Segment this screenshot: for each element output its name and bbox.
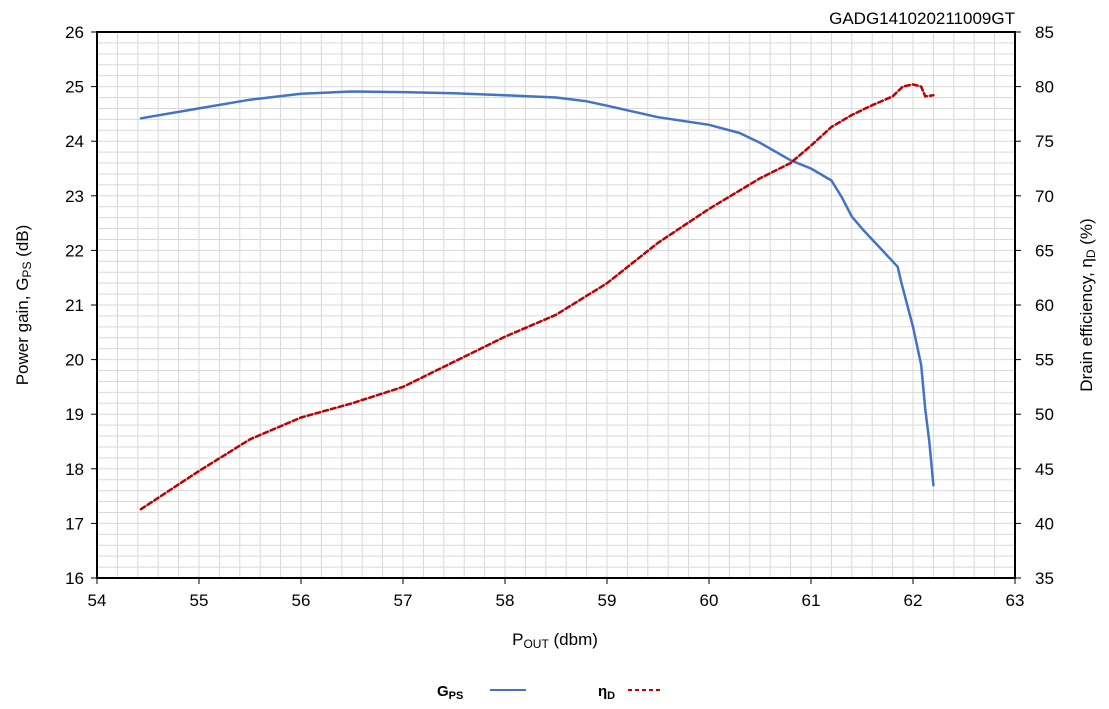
legend-label-gps: GPS (437, 683, 463, 702)
y-left-tick-label: 20 (65, 351, 84, 370)
x-tick-label: 56 (292, 591, 311, 610)
y-right-tick-label: 85 (1035, 23, 1054, 42)
y-axis-right-title: Drain efficiency, ηD (%) (1077, 218, 1098, 391)
x-tick-label: 61 (802, 591, 821, 610)
x-tick-label: 58 (496, 591, 515, 610)
legend-label-eta: ηD (598, 683, 615, 702)
x-tick-label: 57 (394, 591, 413, 610)
axis-ticks: 54 55 56 57 58 59 60 61 62 63 16 17 18 19 20 21 22 23 24 25… (65, 23, 1054, 610)
y-right-tick-label: 45 (1035, 460, 1054, 479)
y-left-tick-label: 22 (65, 241, 84, 260)
series-layer (139, 83, 935, 511)
y-axis-left-title: Power gain, GPS (dB) (13, 225, 34, 386)
legend: GPS ηD (437, 683, 660, 702)
x-tick-label: 59 (598, 591, 617, 610)
y-left-tick-label: 25 (65, 78, 84, 97)
x-tick-label: 55 (190, 591, 209, 610)
y-right-tick-label: 40 (1035, 514, 1054, 533)
y-left-tick-label: 17 (65, 514, 84, 533)
y-left-tick-label: 21 (65, 296, 84, 315)
y-right-tick-label: 80 (1035, 78, 1054, 97)
y-right-tick-label: 55 (1035, 351, 1054, 370)
y-right-tick-label: 75 (1035, 132, 1054, 151)
x-tick-label: 54 (88, 591, 107, 610)
x-axis-title: POUT (dbm) (512, 630, 598, 651)
y-right-tick-label: 35 (1035, 569, 1054, 588)
y-right-tick-label: 60 (1035, 296, 1054, 315)
y-right-tick-label: 50 (1035, 405, 1054, 424)
grid-lines (97, 32, 1015, 578)
y-right-tick-label: 65 (1035, 241, 1054, 260)
x-tick-label: 63 (1006, 591, 1025, 610)
y-left-tick-label: 16 (65, 569, 84, 588)
x-tick-label: 60 (700, 591, 719, 610)
y-right-tick-label: 70 (1035, 187, 1054, 206)
series-line-gps (139, 90, 935, 487)
watermark-text: GADG141020211009GT (829, 9, 1015, 28)
y-left-tick-label: 26 (65, 23, 84, 42)
series-line-eta (139, 83, 935, 511)
y-left-tick-label: 23 (65, 187, 84, 206)
x-tick-label: 62 (904, 591, 923, 610)
y-left-tick-label: 18 (65, 460, 84, 479)
y-left-tick-label: 19 (65, 405, 84, 424)
y-left-tick-label: 24 (65, 132, 84, 151)
